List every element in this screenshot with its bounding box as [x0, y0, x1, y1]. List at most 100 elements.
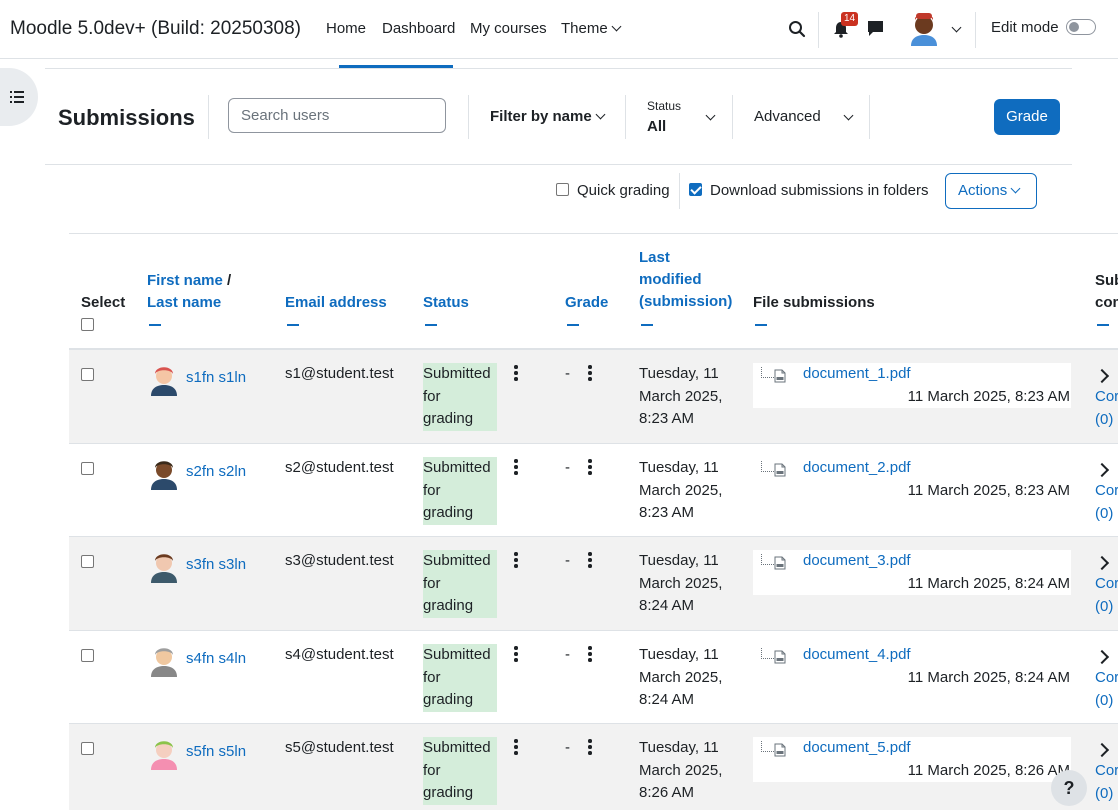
status-line: grading [423, 410, 474, 427]
nav-home[interactable]: Home [326, 20, 367, 37]
file-submission: document_1.pdf 11 March 2025, 8:23 AM [753, 363, 1071, 408]
row-select-checkbox[interactable] [81, 742, 94, 755]
user-email: s5@student.test [285, 739, 394, 756]
sort-status-link[interactable]: Status [423, 294, 469, 311]
user-name-link[interactable]: s3fn s3ln [186, 556, 247, 573]
user-name-link[interactable]: s1fn s1ln [186, 369, 247, 386]
filter-by-name-label: Filter by name [490, 108, 592, 125]
collapse-column-icon[interactable] [1097, 324, 1109, 326]
filter-by-name-button[interactable]: Filter by name [490, 108, 606, 125]
chevron-down-icon[interactable] [951, 22, 962, 33]
row-select-checkbox[interactable] [81, 368, 94, 381]
search-icon[interactable] [788, 20, 806, 38]
advanced-filter-button[interactable]: Advanced [754, 108, 821, 125]
collapse-column-icon[interactable] [755, 324, 767, 326]
site-title[interactable]: Moodle 5.0dev+ (Build: 20250308) [10, 18, 302, 39]
user-name-link[interactable]: s2fn s2ln [186, 463, 247, 480]
kebab-menu-icon[interactable] [588, 459, 592, 477]
collapse-column-icon[interactable] [641, 324, 653, 326]
course-index-toggle[interactable] [0, 68, 38, 126]
pdf-file-icon [774, 743, 786, 757]
file-link[interactable]: document_5.pdf [803, 739, 911, 756]
comments-link[interactable]: Cor (0) [1095, 667, 1118, 712]
user-avatar[interactable] [149, 736, 179, 770]
file-link[interactable]: document_1.pdf [803, 365, 911, 382]
comments-link[interactable]: Cor (0) [1095, 573, 1118, 618]
collapse-column-icon[interactable] [567, 324, 579, 326]
row-select-checkbox[interactable] [81, 462, 94, 475]
user-avatar[interactable] [149, 456, 179, 490]
kebab-menu-icon[interactable] [588, 552, 592, 570]
header-last-modified-line: (submission) [639, 293, 733, 310]
kebab-menu-icon[interactable] [588, 739, 592, 757]
sort-last-name-link[interactable]: Last name [147, 294, 222, 311]
kebab-menu-icon[interactable] [588, 365, 592, 383]
nav-theme[interactable]: Theme [561, 20, 622, 37]
chevron-down-icon [1010, 183, 1021, 194]
last-modified-line: Tuesday, 11 [639, 739, 719, 756]
header-comments-line: com [1095, 294, 1118, 311]
status-line: for [423, 481, 441, 499]
download-folders-checkbox[interactable] [689, 183, 702, 196]
kebab-menu-icon[interactable] [514, 459, 518, 477]
sort-grade-link[interactable]: Grade [565, 294, 609, 311]
comments-link[interactable]: Cor (0) [1095, 480, 1118, 525]
user-avatar[interactable] [149, 643, 179, 677]
nav-theme-label: Theme [561, 20, 608, 37]
file-link[interactable]: document_3.pdf [803, 552, 911, 569]
status-line: Submitted [423, 365, 491, 382]
kebab-menu-icon[interactable] [514, 646, 518, 664]
kebab-menu-icon[interactable] [514, 552, 518, 570]
row-select-checkbox[interactable] [81, 649, 94, 662]
sort-last-modified-link[interactable]: Last modified (submission) [639, 247, 732, 313]
collapse-column-icon[interactable] [149, 324, 161, 326]
divider [69, 536, 1118, 537]
comments-link[interactable]: Cor (0) [1095, 386, 1118, 431]
grade-value: - [565, 459, 570, 476]
collapse-column-icon[interactable] [425, 324, 437, 326]
divider [45, 68, 1072, 69]
file-date: 11 March 2025, 8:26 AM [907, 762, 1070, 779]
last-modified-line: 8:23 AM [639, 504, 695, 521]
divider [679, 173, 680, 209]
last-modified-line: Tuesday, 11 [639, 459, 719, 476]
nav-dashboard[interactable]: Dashboard [382, 20, 456, 37]
avatar[interactable] [909, 10, 939, 46]
collapse-column-icon[interactable] [287, 324, 299, 326]
column-header-first-name: First name / [147, 270, 231, 292]
quick-grading-checkbox[interactable] [556, 183, 569, 196]
row-select-checkbox[interactable] [81, 555, 94, 568]
file-link[interactable]: document_4.pdf [803, 646, 911, 663]
kebab-menu-icon[interactable] [588, 646, 592, 664]
edit-mode-toggle[interactable] [1066, 19, 1096, 35]
comments-link[interactable]: Cor (0) [1095, 760, 1118, 805]
divider [45, 164, 1072, 165]
user-name-link[interactable]: s5fn s5ln [186, 743, 247, 760]
chevron-down-icon[interactable] [843, 110, 854, 121]
chevron-down-icon [611, 21, 622, 32]
status-filter-value[interactable]: All [647, 118, 667, 135]
chevron-down-icon[interactable] [705, 110, 716, 121]
search-users-input[interactable] [228, 98, 446, 133]
user-avatar[interactable] [149, 549, 179, 583]
pdf-file-icon [774, 463, 786, 477]
divider [69, 348, 1118, 350]
comments-line: (0) [1095, 691, 1114, 709]
pdf-file-icon [774, 556, 786, 570]
file-link[interactable]: document_2.pdf [803, 459, 911, 476]
sort-first-name-link[interactable]: First name [147, 272, 223, 289]
kebab-menu-icon[interactable] [514, 739, 518, 757]
status-line: for [423, 668, 441, 686]
nav-my-courses[interactable]: My courses [470, 20, 547, 37]
user-name-link[interactable]: s4fn s4ln [186, 650, 247, 667]
actions-button[interactable]: Actions [945, 173, 1037, 209]
help-button[interactable]: ? [1051, 770, 1087, 806]
user-avatar[interactable] [149, 362, 179, 396]
sort-email-link[interactable]: Email address [285, 294, 387, 311]
kebab-menu-icon[interactable] [514, 365, 518, 383]
tree-connector [761, 741, 774, 752]
grade-button[interactable]: Grade [994, 99, 1060, 135]
last-modified-line: Tuesday, 11 [639, 552, 719, 569]
chat-icon[interactable] [867, 20, 884, 37]
select-all-checkbox[interactable] [81, 318, 94, 331]
